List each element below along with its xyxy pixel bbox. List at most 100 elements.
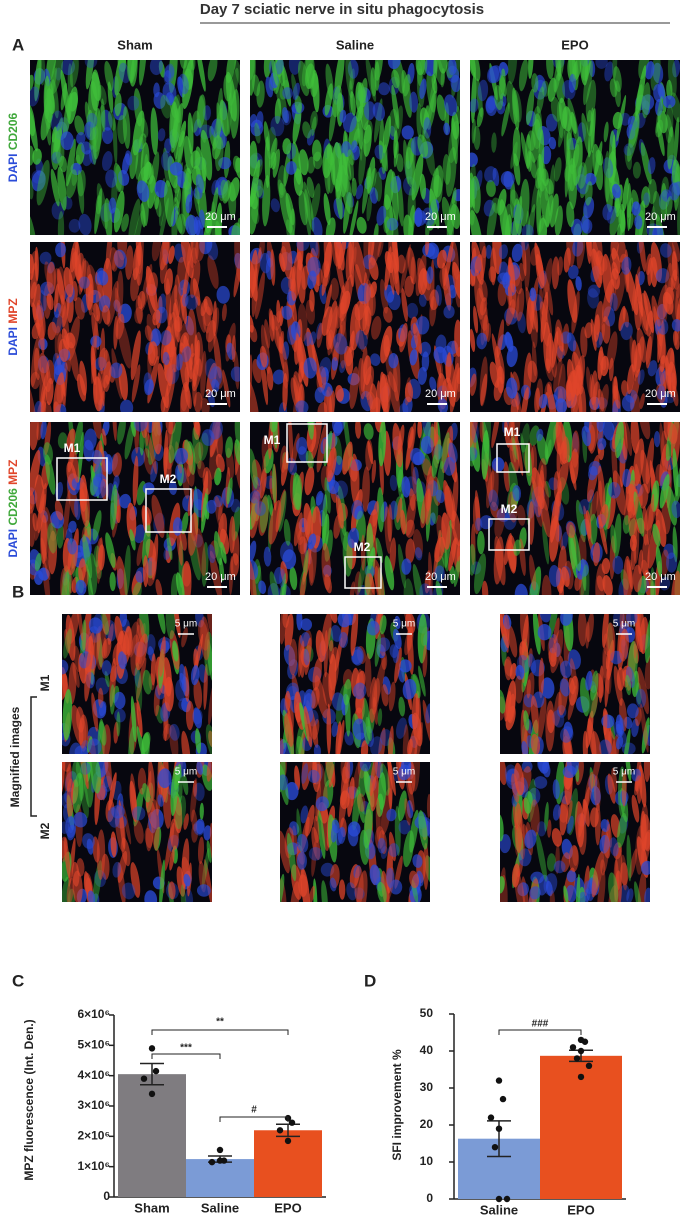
cell: [476, 107, 484, 128]
cell: [279, 182, 293, 234]
cell: [30, 449, 41, 497]
cell: [117, 422, 126, 445]
cell: [293, 371, 304, 406]
cell: [634, 614, 641, 659]
cell: [62, 92, 73, 139]
cell: [473, 305, 479, 334]
cell: [336, 324, 343, 349]
scale-bar-label: 20 μm: [425, 388, 456, 400]
cell: [451, 187, 457, 205]
cell: [511, 863, 520, 888]
cell: [659, 473, 670, 509]
cell: [199, 802, 204, 820]
cell: [526, 210, 531, 235]
cell: [339, 790, 350, 810]
cell: [548, 565, 561, 587]
cell: [631, 339, 638, 373]
cell: [625, 614, 638, 625]
magnified-row-label: M1: [38, 674, 52, 691]
cell: [369, 676, 378, 723]
cell: [326, 703, 332, 754]
cell: [323, 242, 332, 271]
cell: [254, 501, 267, 516]
cell: [647, 493, 655, 546]
cell: [192, 779, 197, 797]
x-tick-label: EPO: [567, 1202, 594, 1217]
cell: [504, 422, 510, 448]
cell: [355, 329, 368, 350]
cell: [486, 180, 496, 197]
cell: [102, 361, 112, 389]
cell: [324, 157, 331, 195]
x-tick-label: Saline: [480, 1202, 518, 1217]
cell: [412, 673, 421, 699]
cell: [431, 74, 438, 94]
cell: [538, 393, 548, 409]
cell: [195, 614, 205, 628]
cell: [204, 859, 212, 902]
cell: [536, 821, 547, 837]
cell: [339, 109, 347, 123]
cell: [541, 574, 552, 595]
cell: [214, 467, 222, 486]
cell: [357, 112, 364, 150]
cell: [470, 543, 476, 576]
cell: [149, 60, 164, 76]
cell: [589, 513, 598, 545]
cell: [251, 489, 260, 528]
cell: [308, 847, 323, 861]
cell: [376, 487, 385, 533]
cell: [396, 717, 407, 739]
cell: [226, 477, 233, 505]
cell: [398, 819, 411, 835]
cell: [491, 422, 501, 449]
cell: [610, 134, 616, 187]
cell: [411, 693, 420, 730]
cell: [442, 262, 452, 311]
cell: [586, 614, 594, 643]
cell: [193, 678, 203, 710]
cell: [30, 502, 36, 548]
cell: [301, 763, 309, 784]
cell: [305, 450, 314, 469]
cell: [221, 303, 227, 322]
cell: [303, 357, 317, 379]
cell: [412, 323, 422, 354]
cell: [394, 615, 401, 630]
cell: [655, 366, 666, 387]
cell: [667, 422, 678, 445]
cell: [46, 377, 54, 406]
cell: [635, 65, 647, 117]
cell: [435, 334, 447, 353]
cell: [491, 132, 497, 153]
cell: [110, 484, 118, 531]
cell: [542, 258, 553, 299]
cell: [470, 422, 479, 448]
cell: [132, 806, 146, 821]
cell: [207, 255, 219, 289]
cell: [312, 657, 322, 691]
cell: [98, 701, 107, 717]
inset-box: [145, 488, 192, 533]
cell: [473, 269, 484, 320]
cell: [124, 544, 131, 595]
cell: [677, 194, 680, 235]
cell: [92, 302, 101, 322]
data-point: [585, 1062, 593, 1070]
cell: [87, 283, 94, 316]
cell: [298, 149, 309, 176]
cell: [309, 331, 317, 346]
cell: [79, 482, 90, 527]
cell: [185, 214, 199, 235]
cell: [284, 614, 294, 651]
cell: [579, 60, 588, 86]
cell: [516, 287, 525, 322]
cell: [152, 309, 161, 326]
cell: [193, 422, 200, 436]
cell: [511, 243, 523, 262]
cell: [405, 519, 415, 538]
cell: [283, 518, 291, 546]
data-point: [284, 1137, 292, 1145]
cell: [388, 843, 400, 857]
data-point: [148, 1045, 156, 1052]
